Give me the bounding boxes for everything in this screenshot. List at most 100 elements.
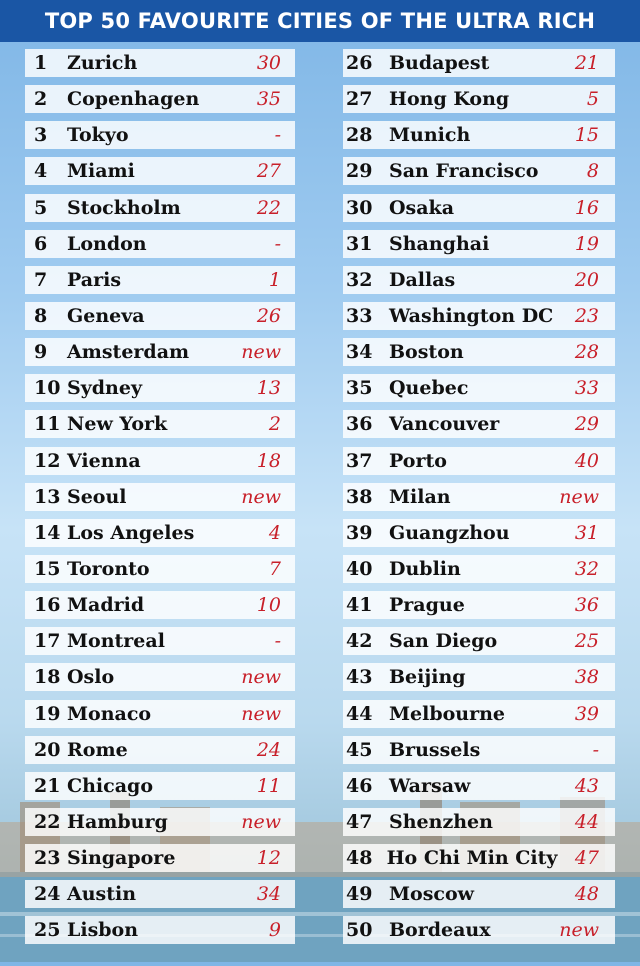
previous-rank: - (274, 630, 281, 653)
city-name: San Francisco (389, 160, 539, 183)
previous-rank: 1 (268, 268, 281, 291)
ranking-row: 17 Montreal - (25, 627, 295, 656)
previous-rank: 7 (268, 557, 281, 580)
ranking-row: 11 New York 2 (25, 410, 295, 439)
ranking-row: 25 Lisbon 9 (25, 916, 295, 945)
city-name: Brussels (389, 738, 481, 761)
rank-number: 21 (34, 774, 61, 797)
rank-number: 7 (34, 268, 48, 291)
rank-number: 22 (34, 810, 61, 833)
city-name: Vancouver (389, 413, 500, 436)
city-name: Zurich (67, 52, 138, 74)
rank-number: 19 (34, 702, 61, 725)
rank-number: 3 (34, 124, 48, 147)
ranking-row: 15 Toronto 7 (25, 554, 295, 583)
city-name: Montreal (67, 630, 165, 653)
rank-number: 5 (34, 196, 48, 219)
rank-number: 47 (346, 810, 373, 833)
ranking-row: 46 Warsaw 43 (343, 771, 615, 800)
ranking-row: 37 Porto 40 (343, 446, 615, 475)
city-name: Paris (67, 268, 122, 291)
previous-rank: 2 (268, 413, 281, 436)
rank-number: 4 (34, 160, 48, 183)
ranking-row: 33 Washington DC 23 (343, 301, 615, 330)
city-name: Rome (67, 738, 128, 761)
city-name: Moscow (389, 883, 474, 906)
ranking-row: 9 Amsterdam new (25, 338, 295, 367)
rank-number: 46 (346, 774, 373, 797)
previous-rank: 48 (574, 883, 599, 906)
rank-number: 44 (346, 702, 373, 725)
ranking-row: 43 Beijing 38 (343, 663, 615, 692)
rank-number: 1 (34, 52, 48, 74)
ranking-row: 10 Sydney 13 (25, 374, 295, 403)
rank-number: 25 (34, 919, 61, 942)
ranking-column-left: 1 Zurich 30 2 Copenhagen 35 3 Tokyo -4 Miami 27 5 St… (25, 49, 295, 953)
city-name: Dallas (389, 268, 456, 291)
previous-rank: 13 (256, 377, 281, 400)
rank-number: 6 (34, 232, 48, 255)
city-name: Miami (67, 160, 135, 183)
previous-rank: new (241, 702, 281, 725)
previous-rank: 29 (574, 413, 599, 436)
previous-rank: 15 (574, 124, 599, 147)
city-name: Milan (389, 485, 451, 508)
city-name: Osaka (389, 196, 455, 219)
ranking-row: 20 Rome 24 (25, 735, 295, 764)
city-name: Dublin (389, 557, 461, 580)
ranking-row: 36 Vancouver 29 (343, 410, 615, 439)
rank-number: 20 (34, 738, 61, 761)
rank-number: 45 (346, 738, 373, 761)
rank-number: 48 (346, 847, 373, 870)
ranking-row: 12 Vienna 18 (25, 446, 295, 475)
previous-rank: 10 (256, 594, 281, 617)
rank-number: 34 (346, 341, 373, 364)
ranking-row: 1 Zurich 30 (25, 49, 295, 77)
previous-rank: 30 (256, 52, 281, 74)
rank-number: 40 (346, 557, 373, 580)
ranking-row: 7 Paris 1 (25, 265, 295, 294)
rank-number: 37 (346, 449, 373, 472)
city-name: Munich (389, 124, 471, 147)
page-title: TOP 50 FAVOURITE CITIES OF THE ULTRA RIC… (44, 9, 596, 33)
city-name: Bordeaux (389, 919, 491, 942)
city-name: Shanghai (389, 232, 490, 255)
city-name: Geneva (67, 304, 145, 327)
previous-rank: 5 (586, 88, 599, 111)
ranking-row: 49 Moscow 48 (343, 880, 615, 909)
city-name: Toronto (67, 557, 150, 580)
city-name: Chicago (67, 774, 153, 797)
ranking-row: 40 Dublin 32 (343, 554, 615, 583)
rank-number: 8 (34, 304, 48, 327)
city-name: Hamburg (67, 810, 168, 833)
rank-number: 15 (34, 557, 61, 580)
rank-number: 33 (346, 304, 373, 327)
rank-number: 42 (346, 630, 373, 653)
previous-rank: 20 (574, 268, 599, 291)
city-name: London (67, 232, 147, 255)
rank-number: 26 (346, 52, 373, 74)
previous-rank: 25 (574, 630, 599, 653)
rank-number: 32 (346, 268, 373, 291)
city-name: Beijing (389, 666, 466, 689)
previous-rank: 8 (586, 160, 599, 183)
previous-rank: new (241, 666, 281, 689)
city-name: Guangzhou (389, 521, 510, 544)
city-name: Seoul (67, 485, 127, 508)
city-name: Porto (389, 449, 447, 472)
previous-rank: - (274, 124, 281, 147)
city-name: Shenzhen (389, 810, 493, 833)
previous-rank: 16 (574, 196, 599, 219)
rank-number: 17 (34, 630, 61, 653)
rank-number: 29 (346, 160, 373, 183)
previous-rank: new (559, 919, 599, 942)
previous-rank: new (241, 810, 281, 833)
rank-number: 38 (346, 485, 373, 508)
rank-number: 18 (34, 666, 61, 689)
previous-rank: 44 (574, 810, 599, 833)
previous-rank: 24 (256, 738, 281, 761)
city-name: Hong Kong (389, 88, 510, 111)
rank-number: 24 (34, 883, 61, 906)
previous-rank: 39 (574, 702, 599, 725)
previous-rank: 38 (574, 666, 599, 689)
